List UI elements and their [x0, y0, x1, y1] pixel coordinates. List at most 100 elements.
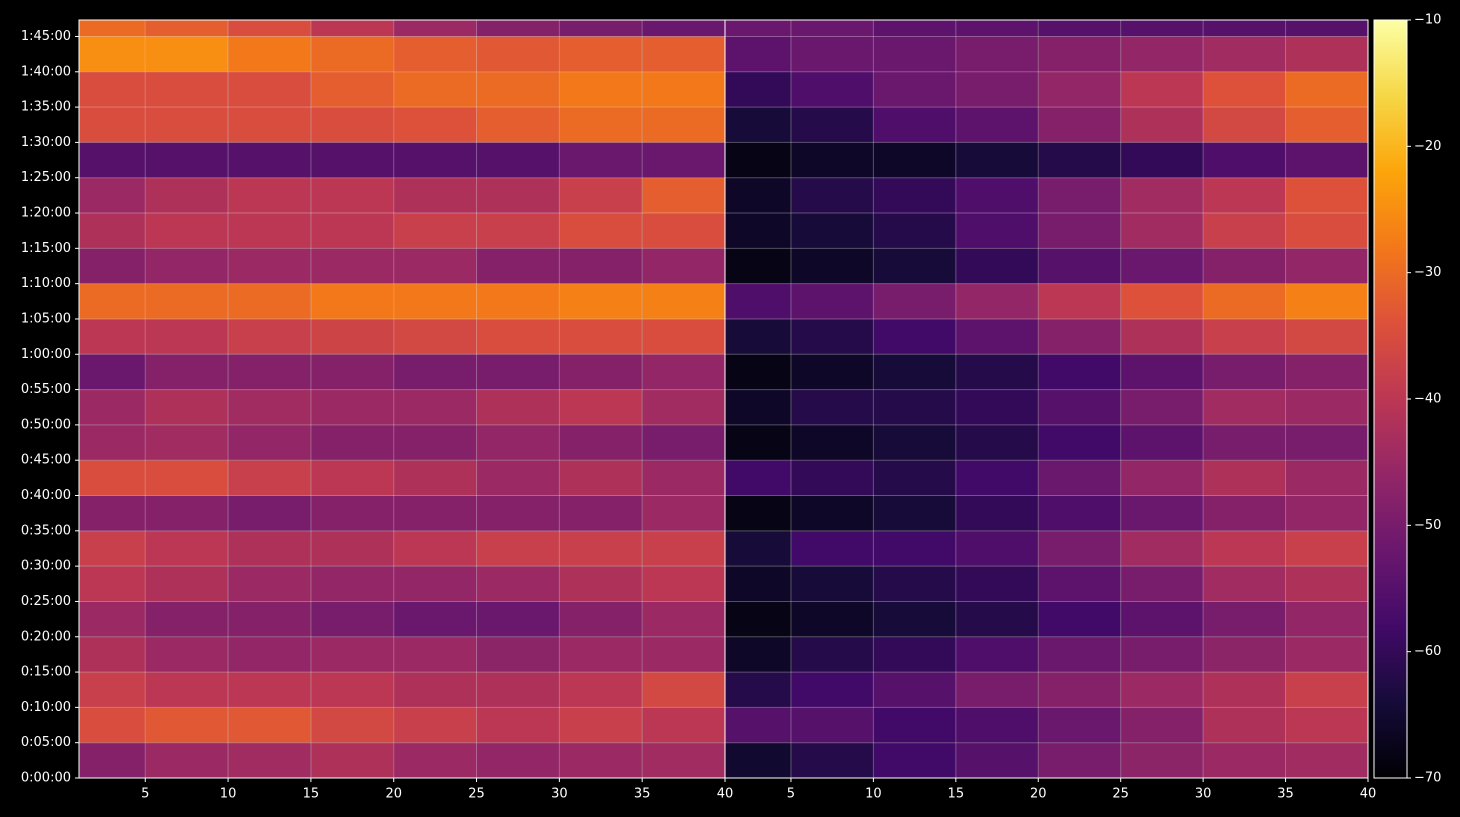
heat-cell	[145, 177, 229, 214]
y-tick-label: 1:00:00	[21, 347, 71, 362]
heat-cell	[1203, 318, 1286, 355]
heat-cell	[145, 107, 229, 143]
heat-cell	[310, 318, 394, 355]
heat-cell	[1285, 460, 1368, 496]
heat-cell	[476, 460, 560, 496]
heat-cell	[790, 389, 874, 425]
heat-cell	[79, 601, 146, 637]
x-tick-label: 10	[220, 787, 237, 802]
heat-cell	[228, 742, 311, 778]
heat-cell	[955, 495, 1039, 531]
heat-cell	[1120, 495, 1204, 531]
colorbar-tick-label: −60	[1414, 644, 1441, 659]
heat-cell	[642, 283, 725, 319]
heat-cell	[1120, 177, 1204, 214]
y-tick-label: 1:30:00	[21, 135, 71, 150]
heat-cell	[79, 142, 146, 178]
heat-cell	[1285, 566, 1368, 602]
heat-cell	[1120, 107, 1204, 143]
heat-cell	[642, 601, 725, 637]
heat-cell	[790, 107, 874, 143]
heat-cell	[790, 636, 874, 673]
heat-cell	[310, 142, 394, 178]
heat-cell	[228, 177, 311, 214]
heat-cell	[310, 672, 394, 708]
heat-cell	[393, 636, 477, 673]
heat-cell	[145, 36, 229, 72]
heat-cell	[393, 36, 477, 72]
heat-cell	[1203, 20, 1286, 37]
heat-cell	[79, 177, 146, 214]
heat-cell	[642, 495, 725, 531]
heat-cell	[1120, 20, 1204, 37]
heat-cell	[79, 636, 146, 673]
heat-cell	[873, 354, 956, 390]
heat-cell	[955, 177, 1039, 214]
heat-cell	[559, 389, 643, 425]
heat-cell	[145, 71, 229, 108]
heat-cell	[559, 20, 643, 37]
heat-cell	[559, 213, 643, 249]
heat-cell	[725, 283, 791, 319]
heat-cell	[1203, 707, 1286, 743]
heat-cell	[559, 107, 643, 143]
heat-cell	[725, 177, 791, 214]
heat-cell	[725, 601, 791, 637]
heat-cell	[725, 318, 791, 355]
heat-cell	[145, 460, 229, 496]
heat-cell	[1120, 424, 1204, 461]
heat-cell	[476, 213, 560, 249]
heat-cell	[1285, 495, 1368, 531]
heat-cell	[725, 424, 791, 461]
heat-cell	[228, 20, 311, 37]
heat-cell	[1038, 20, 1121, 37]
x-tick-label: 30	[1195, 787, 1212, 802]
heat-cell	[310, 636, 394, 673]
heat-cell	[476, 707, 560, 743]
heat-cell	[393, 213, 477, 249]
heat-cell	[1203, 389, 1286, 425]
heat-cell	[1203, 672, 1286, 708]
heat-cell	[873, 742, 956, 778]
heat-cell	[1203, 283, 1286, 319]
heat-cell	[476, 424, 560, 461]
heat-cell	[476, 354, 560, 390]
heat-cell	[790, 566, 874, 602]
heat-cell	[145, 20, 229, 37]
heat-cell	[79, 283, 146, 319]
heat-cell	[145, 672, 229, 708]
heat-cell	[228, 601, 311, 637]
heat-cell	[1285, 318, 1368, 355]
heat-cell	[1120, 283, 1204, 319]
heat-cell	[228, 142, 311, 178]
heat-cell	[393, 248, 477, 284]
colorbar-tick-label: −40	[1414, 392, 1441, 407]
heat-cell	[642, 460, 725, 496]
y-tick-label: 0:40:00	[21, 488, 71, 503]
heat-cell	[1038, 177, 1121, 214]
heat-cell	[1203, 495, 1286, 531]
heat-cell	[1203, 354, 1286, 390]
heat-cell	[1285, 71, 1368, 108]
heat-cell	[393, 107, 477, 143]
heat-cell	[790, 213, 874, 249]
heat-cell	[476, 36, 560, 72]
heat-cell	[1038, 354, 1121, 390]
y-tick-label: 1:05:00	[21, 311, 71, 326]
heat-cell	[1285, 248, 1368, 284]
colorbar-tick-label: −70	[1414, 771, 1441, 786]
heat-cell	[790, 283, 874, 319]
heat-cell	[873, 601, 956, 637]
heat-cell	[873, 177, 956, 214]
heat-cell	[642, 636, 725, 673]
y-tick-label: 0:00:00	[21, 771, 71, 786]
heat-cell	[145, 601, 229, 637]
heat-cell	[955, 71, 1039, 108]
heat-cell	[1120, 318, 1204, 355]
heat-cell	[790, 460, 874, 496]
heat-cell	[1120, 530, 1204, 567]
heat-cell	[476, 742, 560, 778]
heat-cell	[559, 672, 643, 708]
heat-cell	[725, 142, 791, 178]
